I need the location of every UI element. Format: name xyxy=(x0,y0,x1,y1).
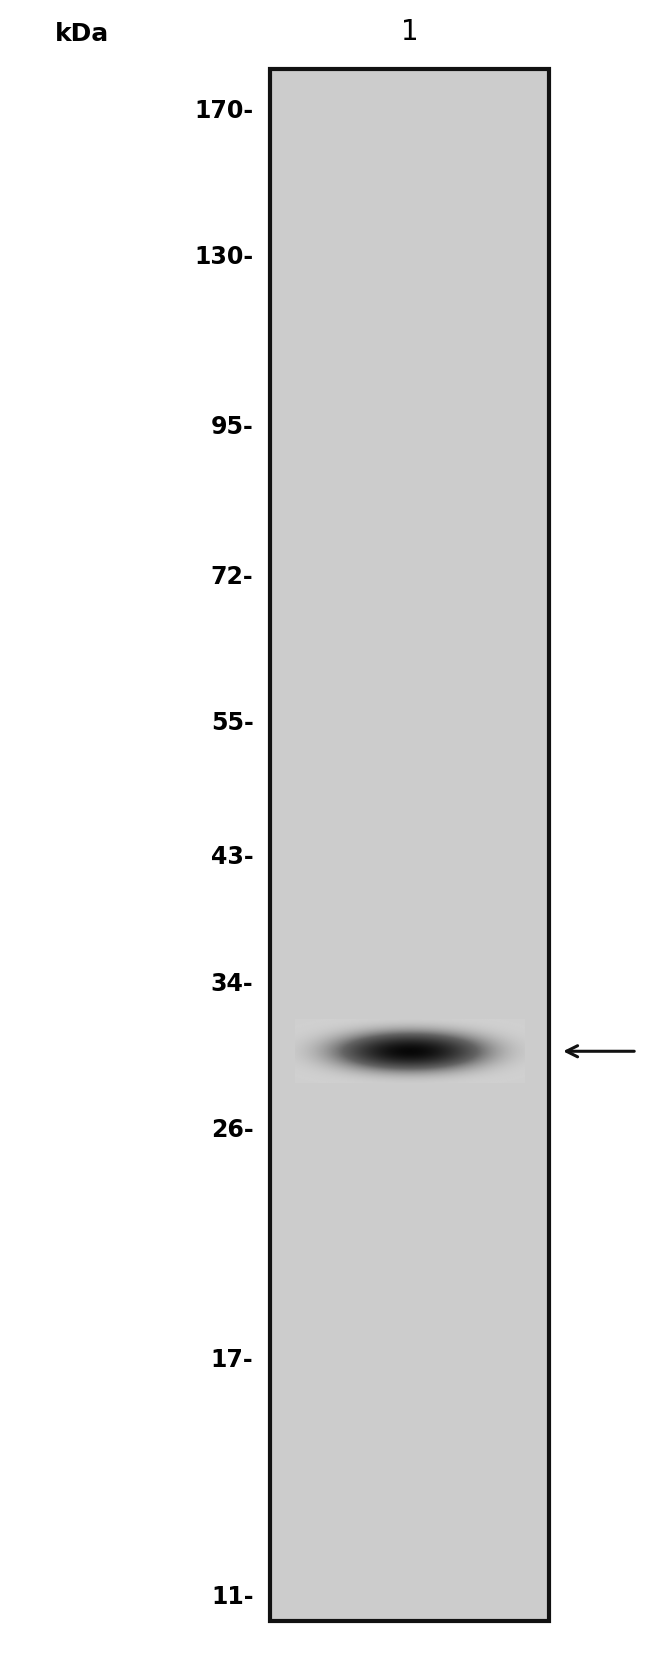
Text: 17-: 17- xyxy=(211,1347,254,1372)
Text: 1: 1 xyxy=(400,18,419,46)
Text: 130-: 130- xyxy=(194,245,254,268)
Text: 170-: 170- xyxy=(194,99,254,123)
Text: 26-: 26- xyxy=(211,1117,254,1142)
Text: 11-: 11- xyxy=(211,1584,254,1607)
Text: 72-: 72- xyxy=(211,565,254,588)
Text: 55-: 55- xyxy=(211,711,254,736)
Text: kDa: kDa xyxy=(55,23,109,46)
Text: 43-: 43- xyxy=(211,845,254,868)
Text: 95-: 95- xyxy=(211,414,254,439)
Bar xyxy=(270,70,549,1621)
Text: 34-: 34- xyxy=(211,971,254,996)
